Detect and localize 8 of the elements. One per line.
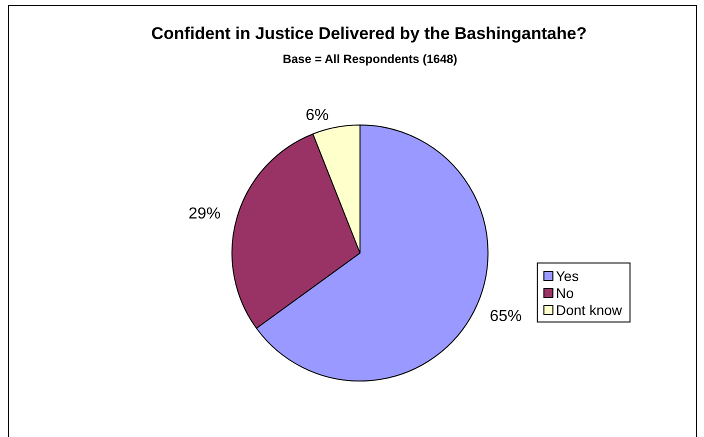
data-label: 29% bbox=[188, 205, 221, 222]
legend-label: Dont know bbox=[556, 302, 623, 318]
chart-subtitle: Base = All Respondents (1648) bbox=[282, 52, 458, 66]
chart-title: Confident in Justice Delivered by the Bashingantahe? bbox=[151, 24, 587, 43]
legend-label: Yes bbox=[556, 268, 579, 284]
data-label: 65% bbox=[490, 308, 522, 326]
data-label: 6% bbox=[306, 106, 329, 124]
legend-label: No bbox=[556, 285, 574, 301]
